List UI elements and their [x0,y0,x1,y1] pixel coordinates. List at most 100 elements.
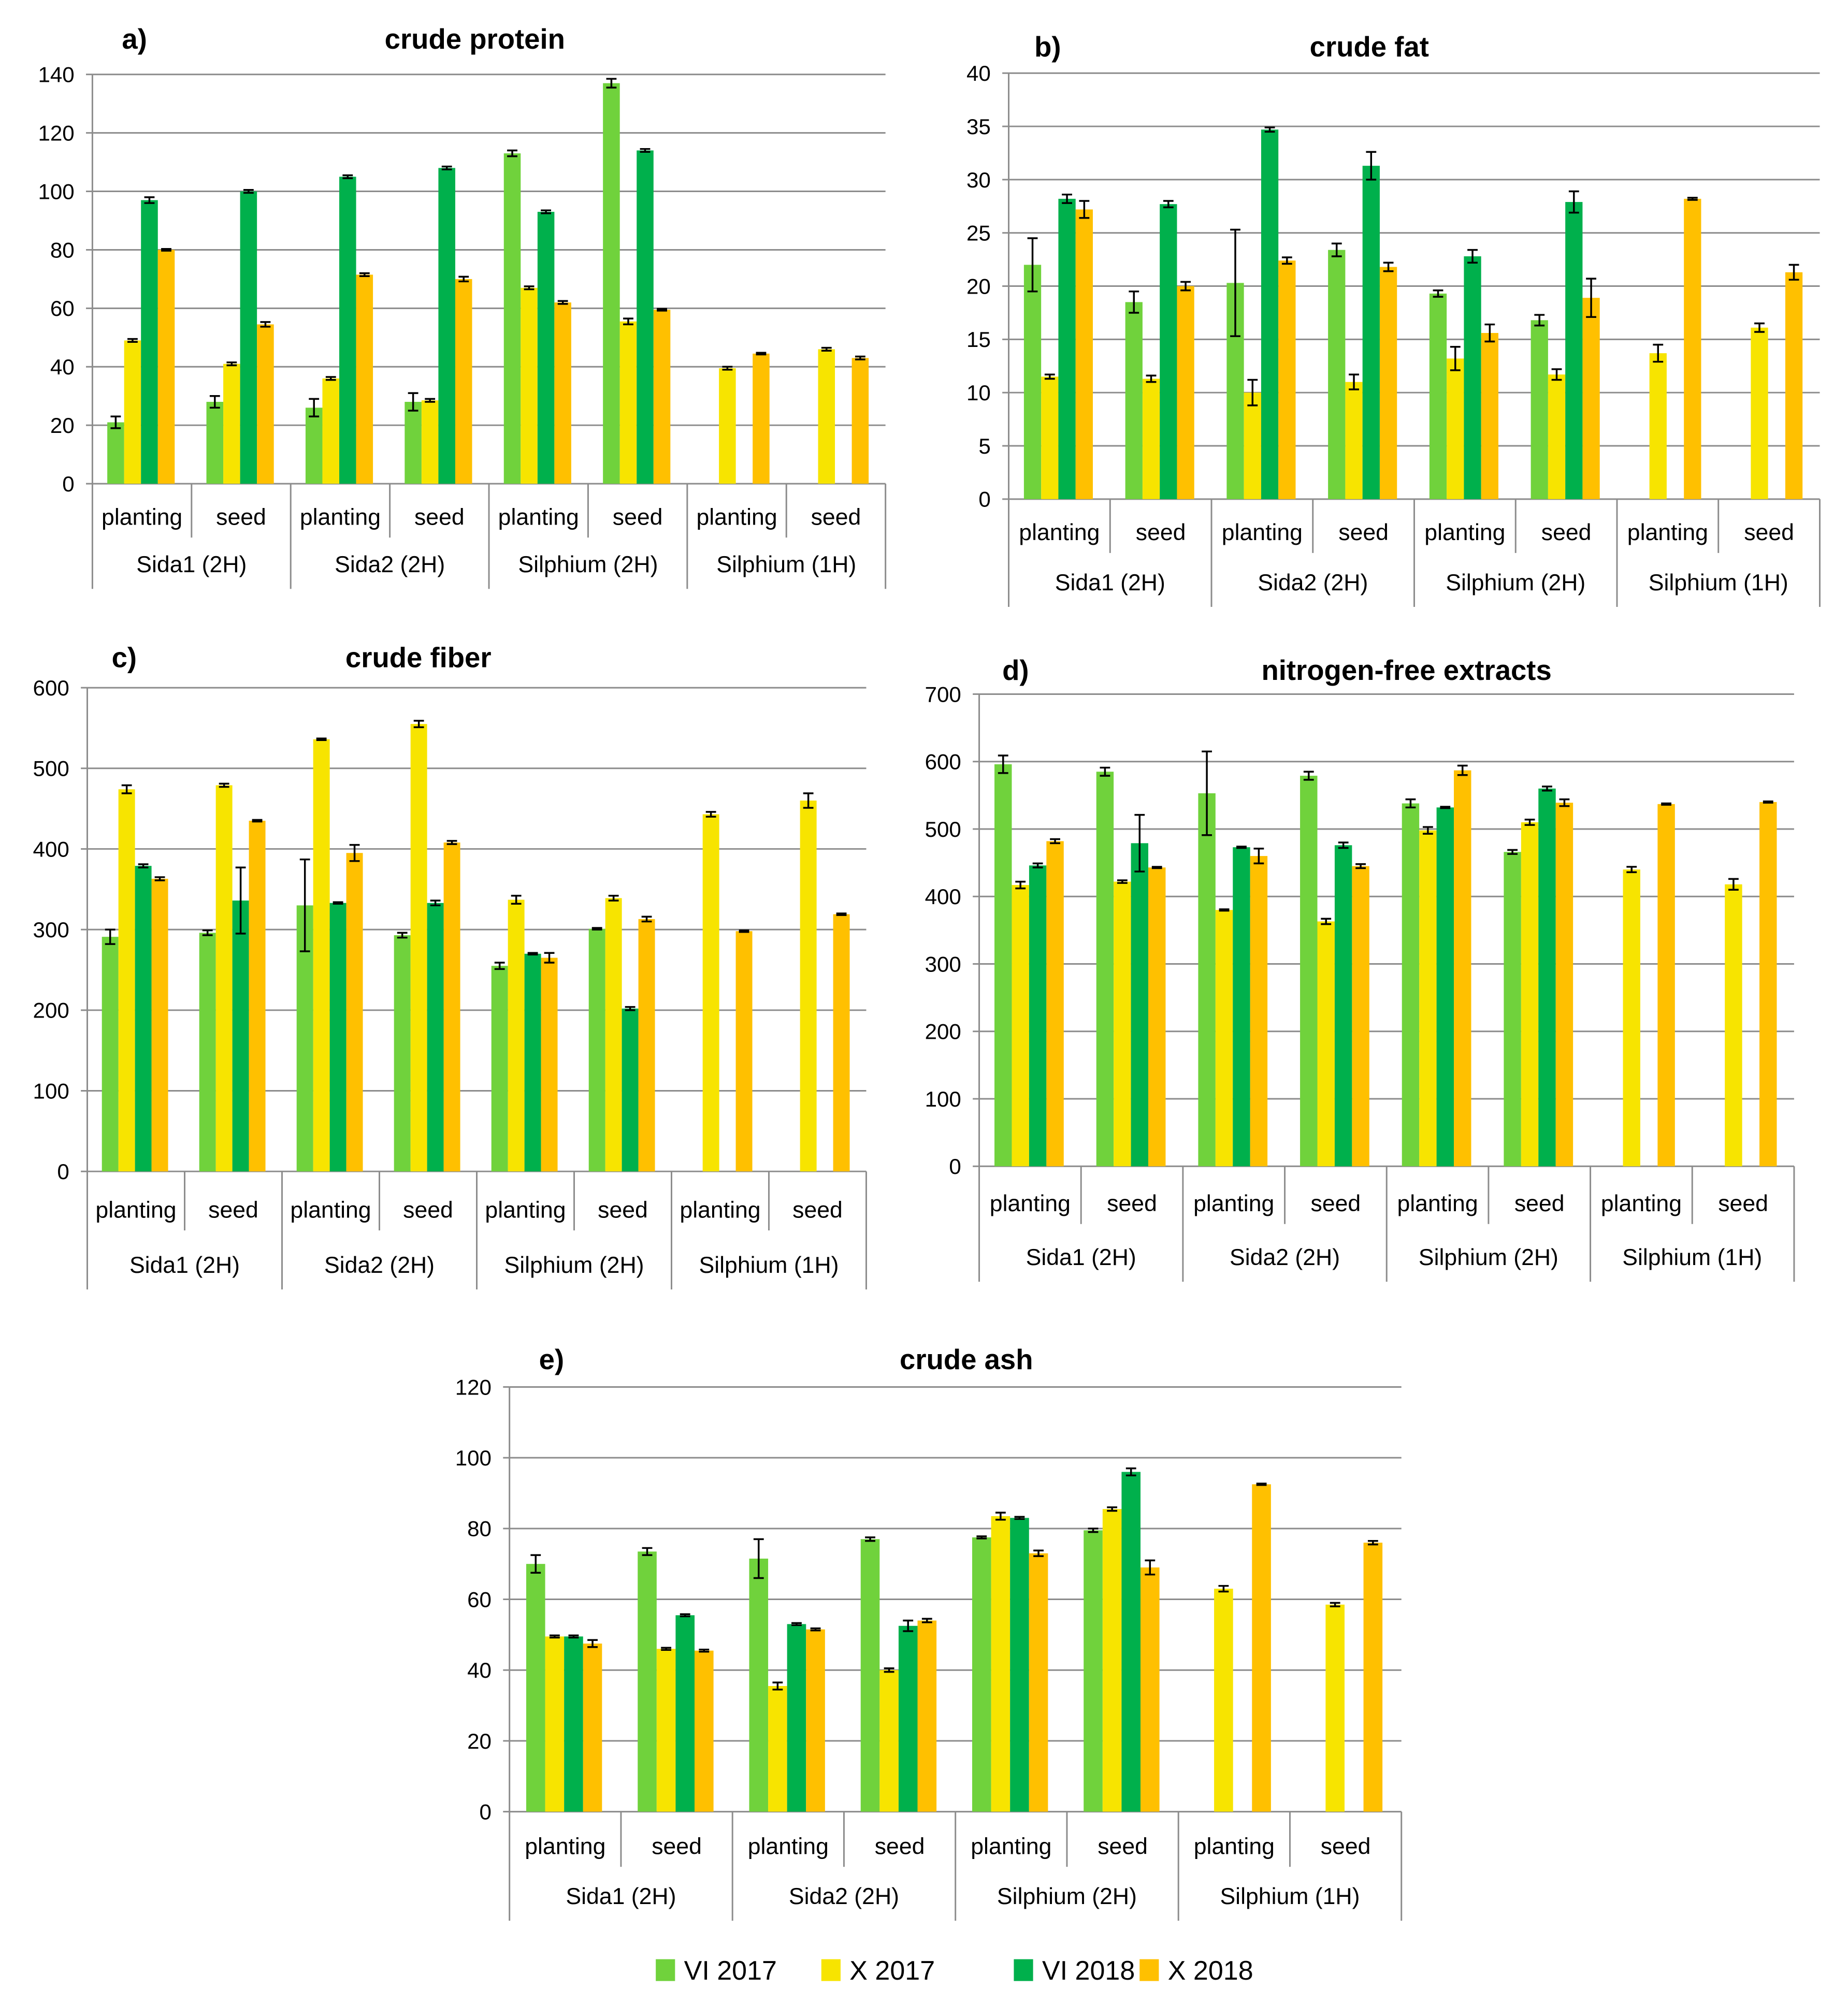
bar-X-2018 [346,853,363,1172]
x-category-label: seed [1098,1834,1148,1859]
x-group-label: Sida2 (2H) [1258,570,1368,595]
bar-VI-2017 [305,408,323,484]
bar-VI-2017 [1023,265,1042,499]
x-category-label: planting [1601,1191,1682,1216]
x-category-label: planting [1019,520,1100,545]
x-group-label: Silphium (2H) [518,552,658,577]
error-bar [1027,237,1038,293]
y-tick-label: 0 [57,1159,69,1184]
bar-X-2017 [619,321,637,484]
error-bar [243,188,254,194]
bar-VI-2018 [1261,129,1279,499]
error-bar [1568,190,1579,214]
legend-label: VI 2018 [1042,1956,1135,1986]
bar-X-2017 [508,899,525,1172]
y-tick-label: 25 [966,221,991,245]
bar-VI-2018 [1464,256,1481,499]
bar-X-2017 [1214,1589,1233,1812]
bar-X-2017 [1751,327,1768,499]
error-bar [1134,814,1145,873]
bar-VI-2018 [329,903,347,1172]
x-category-label: planting [290,1197,371,1223]
error-bar [1450,346,1461,371]
y-tick-label: 15 [966,327,991,352]
error-bar [541,209,552,214]
bar-VI-2018 [1010,1518,1029,1812]
error-bar [441,165,452,170]
bar-VI-2017 [1198,793,1216,1167]
x-category-label: planting [1193,1191,1274,1216]
error-bar [252,819,263,823]
x-group-label: Sida1 (2H) [129,1253,240,1278]
error-bar [1032,862,1043,868]
error-bar [342,174,353,179]
bar-X-2017 [1244,393,1261,499]
error-bar [1107,1506,1118,1512]
error-bar [1125,1467,1136,1477]
bar-X-2018 [554,302,571,484]
bar-X-2018 [1379,267,1397,499]
chart-title: crude fat [1310,31,1429,63]
x-category-label: seed [1107,1191,1157,1216]
y-tick-label: 20 [966,274,991,298]
error-bar [1763,800,1773,804]
x-group-label: Silphium (1H) [1220,1884,1360,1909]
x-category-label: seed [216,504,266,530]
error-bar [1626,866,1637,874]
y-tick-label: 0 [978,487,990,512]
error-bar [1230,228,1240,337]
bar-VI-2018 [1538,788,1556,1167]
bar-X-2017 [313,739,330,1172]
chart-nitrogen-free-extracts: d) nitrogen-free extracts 0 100 200 300 400 500… [925,655,1795,1282]
x-category-label: planting [1424,520,1505,545]
y-tick-label: 700 [925,682,961,706]
bar-X-2018 [695,1650,714,1812]
bar-X-2018 [1029,1553,1048,1812]
error-bar [1542,786,1552,792]
x-category-label: seed [1136,520,1186,545]
bar-X-2017 [1419,830,1437,1167]
error-bar [1687,197,1698,201]
legend-label: X 2017 [849,1956,935,1986]
bar-X-2017 [1447,358,1464,499]
error-bar [219,782,229,788]
y-tick-label: 20 [467,1729,492,1753]
y-tick-label: 40 [50,355,75,379]
error-bar [524,285,535,290]
bar-X-2018 [638,919,655,1172]
error-bar [1433,289,1443,298]
error-bar [976,1535,987,1539]
error-bar [1484,323,1495,343]
bar-X-2018 [1657,804,1675,1167]
error-bar [1062,193,1072,204]
x-category-label: planting [498,504,579,530]
y-tick-label: 60 [467,1587,492,1611]
bar-X-2017 [605,898,622,1172]
panel-label: b) [1034,31,1061,63]
y-tick-label: 120 [38,121,74,145]
bar-X-2018 [653,310,671,484]
bar-VI-2017 [1531,320,1548,499]
y-tick-label: 400 [33,837,69,861]
y-tick-label: 100 [925,1087,961,1111]
panel-label: d) [1002,655,1029,686]
error-bar [591,927,602,931]
bar-X-2018 [541,957,558,1172]
y-tick-label: 500 [925,817,961,841]
error-bar [1728,878,1739,891]
bar-VI-2017 [603,83,620,484]
error-bar [722,366,733,371]
bar-VI-2017 [1096,772,1114,1167]
bar-X-2017 [702,814,719,1172]
y-tick-label: 0 [480,1799,492,1824]
bar-X-2017 [1548,374,1566,499]
bar-X-2018 [1278,260,1296,499]
x-category-label: planting [748,1834,829,1859]
x-group-label: Sida1 (2H) [566,1884,676,1909]
bar-X-2018 [249,820,266,1172]
error-bar [161,248,171,252]
x-group-label: Silphium (1H) [699,1253,839,1278]
error-bar [226,361,237,367]
bar-X-2017 [124,340,141,484]
x-category-label: planting [696,504,777,530]
